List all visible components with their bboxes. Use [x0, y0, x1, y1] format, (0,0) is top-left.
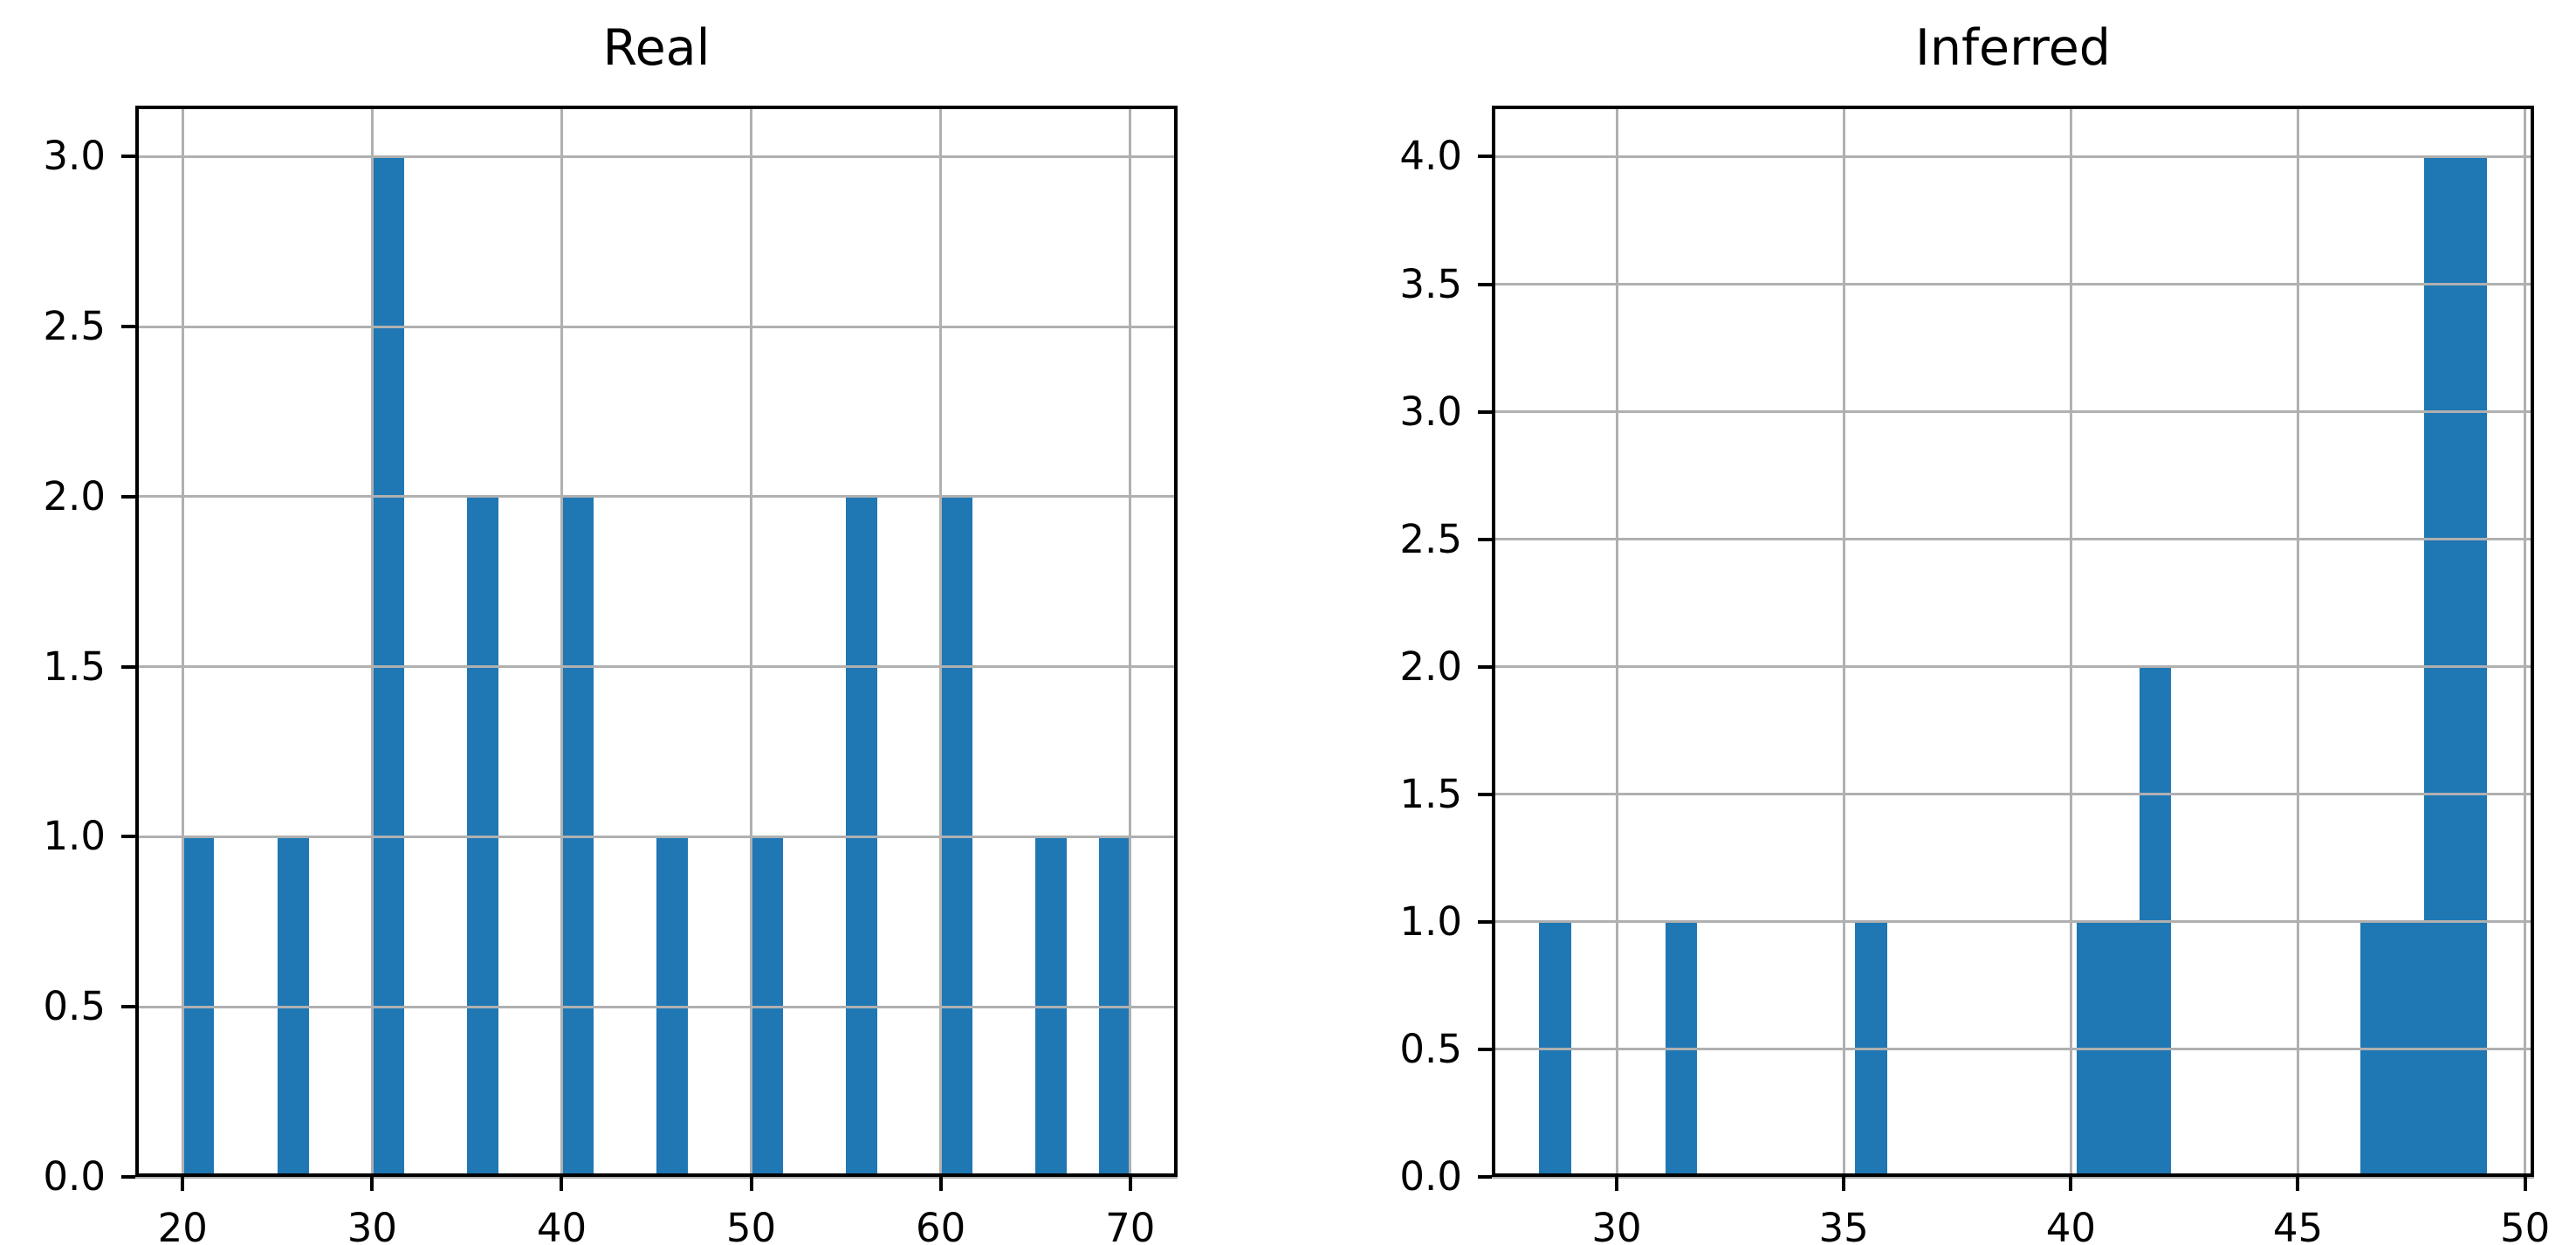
y-tick-mark	[1478, 282, 1492, 286]
y-tick-label: 0.0	[1399, 1153, 1462, 1200]
y-gridline	[135, 665, 1178, 669]
y-tick-label: 2.5	[43, 303, 106, 350]
y-tick-mark	[1478, 664, 1492, 669]
x-tick-mark	[1842, 1177, 1846, 1191]
y-gridline	[1492, 665, 2534, 669]
y-gridline	[1492, 793, 2534, 796]
x-tick-mark	[2296, 1177, 2300, 1191]
y-tick-label: 4.0	[1399, 133, 1462, 180]
x-tick-mark	[1615, 1177, 1619, 1191]
x-tick-label: 70	[1105, 1205, 1156, 1245]
y-tick-mark	[1478, 1175, 1492, 1179]
x-tick-label: 35	[1818, 1205, 1869, 1245]
y-tick-label: 3.5	[1399, 260, 1462, 307]
x-tick-label: 30	[347, 1205, 397, 1245]
x-gridline	[2524, 106, 2527, 1177]
y-tick-label: 3.0	[43, 133, 106, 180]
x-tick-mark	[370, 1177, 374, 1191]
x-tick-label: 20	[157, 1205, 208, 1245]
x-gridline	[560, 106, 563, 1177]
y-tick-mark	[121, 325, 135, 329]
axes-real: Real 20 30 40 50 60 70 0.0 0.5 1.0 1.5 2.0 2.5 3.0	[43, 19, 1178, 1245]
x-tick-mark	[1128, 1177, 1132, 1191]
y-gridline	[135, 835, 1178, 838]
x-gridline	[2296, 106, 2299, 1177]
x-gridline	[370, 106, 374, 1177]
left-spine	[135, 106, 139, 1177]
x-gridline	[750, 106, 753, 1177]
x-gridline	[1129, 106, 1132, 1177]
y-tick-mark	[1478, 1047, 1492, 1051]
y-tick-label: 0.5	[43, 983, 106, 1030]
y-tick-mark	[1478, 792, 1492, 796]
x-tick-label: 45	[2272, 1205, 2324, 1245]
y-gridline	[135, 1175, 1178, 1179]
y-tick-label: 1.0	[1399, 898, 1462, 945]
x-gridline	[2069, 106, 2072, 1177]
chart-title-inferred: Inferred	[1915, 19, 2111, 77]
x-tick-label: 30	[1591, 1205, 1642, 1245]
x-gridline	[181, 106, 184, 1177]
x-gridline	[1615, 106, 1618, 1177]
y-tick-mark	[1478, 155, 1492, 159]
y-gridline	[1492, 920, 2534, 924]
y-gridline	[1492, 283, 2534, 285]
y-tick-mark	[121, 835, 135, 839]
y-gridline	[135, 1005, 1178, 1008]
top-spine	[135, 106, 1178, 109]
x-tick-label: 40	[536, 1205, 587, 1245]
x-tick-mark	[2523, 1177, 2527, 1191]
y-tick-label: 0.5	[1399, 1025, 1462, 1072]
x-tick-mark	[938, 1177, 943, 1191]
x-tick-mark	[2069, 1177, 2073, 1191]
x-gridline	[1842, 106, 1845, 1177]
y-tick-mark	[1478, 919, 1492, 924]
x-tick-label: 50	[725, 1205, 777, 1245]
y-tick-mark	[121, 155, 135, 159]
y-gridline	[135, 495, 1178, 499]
x-tick-label: 40	[2045, 1205, 2096, 1245]
right-spine	[1174, 106, 1178, 1177]
y-tick-label: 1.5	[1399, 770, 1462, 817]
y-tick-mark	[121, 1005, 135, 1009]
y-tick-mark	[121, 494, 135, 499]
y-tick-label: 0.0	[43, 1153, 106, 1200]
x-tick-mark	[749, 1177, 753, 1191]
y-tick-mark	[1478, 537, 1492, 541]
y-tick-label: 2.5	[1399, 515, 1462, 562]
y-tick-mark	[121, 664, 135, 669]
y-tick-label: 1.5	[43, 643, 106, 690]
y-gridline	[1492, 155, 2534, 158]
y-tick-label: 3.0	[1399, 388, 1462, 435]
bottom-spine	[1492, 1173, 2534, 1177]
y-gridline	[1492, 1175, 2534, 1179]
chart-title-real: Real	[602, 19, 711, 77]
x-tick-label: 50	[2499, 1205, 2551, 1245]
y-tick-mark	[1478, 409, 1492, 414]
x-tick-mark	[560, 1177, 564, 1191]
y-tick-label: 1.0	[43, 813, 106, 860]
y-gridline	[135, 325, 1178, 328]
right-spine	[2531, 106, 2534, 1177]
bottom-spine	[135, 1173, 1178, 1177]
y-gridline	[1492, 1048, 2534, 1051]
y-tick-label: 2.0	[1399, 643, 1462, 690]
y-tick-label: 2.0	[43, 472, 106, 519]
x-tick-label: 60	[915, 1205, 966, 1245]
left-spine	[1492, 106, 1495, 1177]
x-tick-mark	[181, 1177, 185, 1191]
y-gridline	[1492, 410, 2534, 414]
y-gridline	[135, 155, 1178, 158]
axes-inferred: Inferred 30 35 40 45 50 0.0 0.5 1.0 1.5 2.0 2.5 3.0…	[1399, 19, 2550, 1245]
y-gridline	[1492, 538, 2534, 541]
x-gridline	[939, 106, 943, 1177]
y-tick-mark	[121, 1175, 135, 1179]
top-spine	[1492, 106, 2534, 109]
